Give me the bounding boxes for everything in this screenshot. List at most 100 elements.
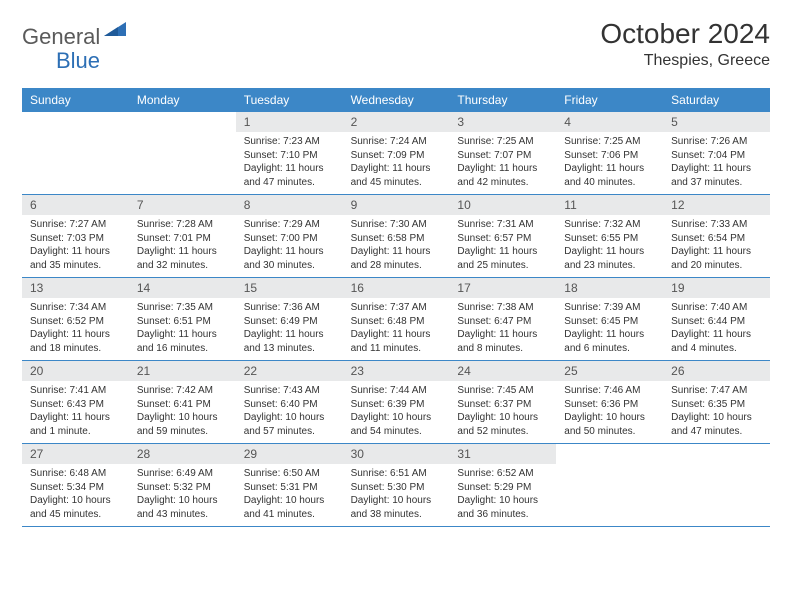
sunrise-text: Sunrise: 7:24 AM	[351, 135, 442, 149]
sunset-text: Sunset: 5:32 PM	[137, 481, 228, 495]
daylight-text: Daylight: 11 hours and 13 minutes.	[244, 328, 335, 355]
daylight-text: Daylight: 11 hours and 11 minutes.	[351, 328, 442, 355]
location: Thespies, Greece	[600, 52, 770, 70]
day-number: 5	[663, 112, 770, 132]
day-cell	[663, 444, 770, 526]
sunset-text: Sunset: 6:54 PM	[671, 232, 762, 246]
day-number: 30	[343, 444, 450, 464]
sunrise-text: Sunrise: 7:34 AM	[30, 301, 121, 315]
day-number: 23	[343, 361, 450, 381]
day-cell: 16Sunrise: 7:37 AMSunset: 6:48 PMDayligh…	[343, 278, 450, 360]
day-header-mon: Monday	[129, 88, 236, 112]
day-details: Sunrise: 7:38 AMSunset: 6:47 PMDaylight:…	[449, 298, 556, 359]
sunrise-text: Sunrise: 7:40 AM	[671, 301, 762, 315]
sunset-text: Sunset: 6:49 PM	[244, 315, 335, 329]
day-header-fri: Friday	[556, 88, 663, 112]
weeks-container: 1Sunrise: 7:23 AMSunset: 7:10 PMDaylight…	[22, 112, 770, 527]
sunset-text: Sunset: 5:31 PM	[244, 481, 335, 495]
day-cell: 21Sunrise: 7:42 AMSunset: 6:41 PMDayligh…	[129, 361, 236, 443]
sunset-text: Sunset: 5:29 PM	[457, 481, 548, 495]
sunset-text: Sunset: 6:48 PM	[351, 315, 442, 329]
daylight-text: Daylight: 11 hours and 8 minutes.	[457, 328, 548, 355]
sunrise-text: Sunrise: 7:45 AM	[457, 384, 548, 398]
day-number: 28	[129, 444, 236, 464]
day-number: 31	[449, 444, 556, 464]
day-cell: 8Sunrise: 7:29 AMSunset: 7:00 PMDaylight…	[236, 195, 343, 277]
day-header-tue: Tuesday	[236, 88, 343, 112]
day-number: 27	[22, 444, 129, 464]
sunrise-text: Sunrise: 7:28 AM	[137, 218, 228, 232]
sunrise-text: Sunrise: 7:27 AM	[30, 218, 121, 232]
daylight-text: Daylight: 11 hours and 40 minutes.	[564, 162, 655, 189]
daylight-text: Daylight: 11 hours and 47 minutes.	[244, 162, 335, 189]
day-header-sat: Saturday	[663, 88, 770, 112]
day-number: 8	[236, 195, 343, 215]
day-details: Sunrise: 7:33 AMSunset: 6:54 PMDaylight:…	[663, 215, 770, 276]
day-headers-row: Sunday Monday Tuesday Wednesday Thursday…	[22, 88, 770, 112]
day-cell: 10Sunrise: 7:31 AMSunset: 6:57 PMDayligh…	[449, 195, 556, 277]
day-number: 29	[236, 444, 343, 464]
week-row: 6Sunrise: 7:27 AMSunset: 7:03 PMDaylight…	[22, 195, 770, 278]
day-number: 7	[129, 195, 236, 215]
sunrise-text: Sunrise: 7:23 AM	[244, 135, 335, 149]
sunrise-text: Sunrise: 7:29 AM	[244, 218, 335, 232]
day-cell: 19Sunrise: 7:40 AMSunset: 6:44 PMDayligh…	[663, 278, 770, 360]
sunrise-text: Sunrise: 7:35 AM	[137, 301, 228, 315]
day-cell: 18Sunrise: 7:39 AMSunset: 6:45 PMDayligh…	[556, 278, 663, 360]
day-details: Sunrise: 7:27 AMSunset: 7:03 PMDaylight:…	[22, 215, 129, 276]
sunset-text: Sunset: 6:41 PM	[137, 398, 228, 412]
day-cell: 7Sunrise: 7:28 AMSunset: 7:01 PMDaylight…	[129, 195, 236, 277]
day-cell: 12Sunrise: 7:33 AMSunset: 6:54 PMDayligh…	[663, 195, 770, 277]
day-details: Sunrise: 6:49 AMSunset: 5:32 PMDaylight:…	[129, 464, 236, 525]
sunset-text: Sunset: 6:35 PM	[671, 398, 762, 412]
sunset-text: Sunset: 6:47 PM	[457, 315, 548, 329]
day-number: 6	[22, 195, 129, 215]
daylight-text: Daylight: 10 hours and 57 minutes.	[244, 411, 335, 438]
day-number: 16	[343, 278, 450, 298]
day-cell: 20Sunrise: 7:41 AMSunset: 6:43 PMDayligh…	[22, 361, 129, 443]
day-cell: 5Sunrise: 7:26 AMSunset: 7:04 PMDaylight…	[663, 112, 770, 194]
sunrise-text: Sunrise: 7:42 AM	[137, 384, 228, 398]
day-details: Sunrise: 7:32 AMSunset: 6:55 PMDaylight:…	[556, 215, 663, 276]
day-cell: 31Sunrise: 6:52 AMSunset: 5:29 PMDayligh…	[449, 444, 556, 526]
day-cell: 24Sunrise: 7:45 AMSunset: 6:37 PMDayligh…	[449, 361, 556, 443]
daylight-text: Daylight: 11 hours and 35 minutes.	[30, 245, 121, 272]
daylight-text: Daylight: 10 hours and 43 minutes.	[137, 494, 228, 521]
daylight-text: Daylight: 11 hours and 30 minutes.	[244, 245, 335, 272]
sunset-text: Sunset: 7:07 PM	[457, 149, 548, 163]
day-cell: 26Sunrise: 7:47 AMSunset: 6:35 PMDayligh…	[663, 361, 770, 443]
day-details: Sunrise: 7:29 AMSunset: 7:00 PMDaylight:…	[236, 215, 343, 276]
sunrise-text: Sunrise: 7:37 AM	[351, 301, 442, 315]
sunset-text: Sunset: 6:45 PM	[564, 315, 655, 329]
sunset-text: Sunset: 7:00 PM	[244, 232, 335, 246]
day-number: 17	[449, 278, 556, 298]
daylight-text: Daylight: 11 hours and 20 minutes.	[671, 245, 762, 272]
sunrise-text: Sunrise: 7:26 AM	[671, 135, 762, 149]
day-details: Sunrise: 7:35 AMSunset: 6:51 PMDaylight:…	[129, 298, 236, 359]
sunrise-text: Sunrise: 7:25 AM	[457, 135, 548, 149]
day-details: Sunrise: 6:48 AMSunset: 5:34 PMDaylight:…	[22, 464, 129, 525]
day-details: Sunrise: 7:40 AMSunset: 6:44 PMDaylight:…	[663, 298, 770, 359]
day-number: 1	[236, 112, 343, 132]
sunset-text: Sunset: 6:55 PM	[564, 232, 655, 246]
daylight-text: Daylight: 11 hours and 32 minutes.	[137, 245, 228, 272]
sunrise-text: Sunrise: 6:51 AM	[351, 467, 442, 481]
day-header-sun: Sunday	[22, 88, 129, 112]
day-number: 3	[449, 112, 556, 132]
day-header-wed: Wednesday	[343, 88, 450, 112]
daylight-text: Daylight: 10 hours and 41 minutes.	[244, 494, 335, 521]
day-cell: 4Sunrise: 7:25 AMSunset: 7:06 PMDaylight…	[556, 112, 663, 194]
sunset-text: Sunset: 7:04 PM	[671, 149, 762, 163]
day-cell: 30Sunrise: 6:51 AMSunset: 5:30 PMDayligh…	[343, 444, 450, 526]
sunrise-text: Sunrise: 7:25 AM	[564, 135, 655, 149]
day-details: Sunrise: 7:37 AMSunset: 6:48 PMDaylight:…	[343, 298, 450, 359]
sunrise-text: Sunrise: 7:44 AM	[351, 384, 442, 398]
day-details: Sunrise: 7:45 AMSunset: 6:37 PMDaylight:…	[449, 381, 556, 442]
title-block: October 2024 Thespies, Greece	[600, 18, 770, 70]
sunset-text: Sunset: 7:06 PM	[564, 149, 655, 163]
day-cell	[22, 112, 129, 194]
daylight-text: Daylight: 11 hours and 45 minutes.	[351, 162, 442, 189]
day-details: Sunrise: 7:43 AMSunset: 6:40 PMDaylight:…	[236, 381, 343, 442]
sunrise-text: Sunrise: 7:32 AM	[564, 218, 655, 232]
week-row: 1Sunrise: 7:23 AMSunset: 7:10 PMDaylight…	[22, 112, 770, 195]
